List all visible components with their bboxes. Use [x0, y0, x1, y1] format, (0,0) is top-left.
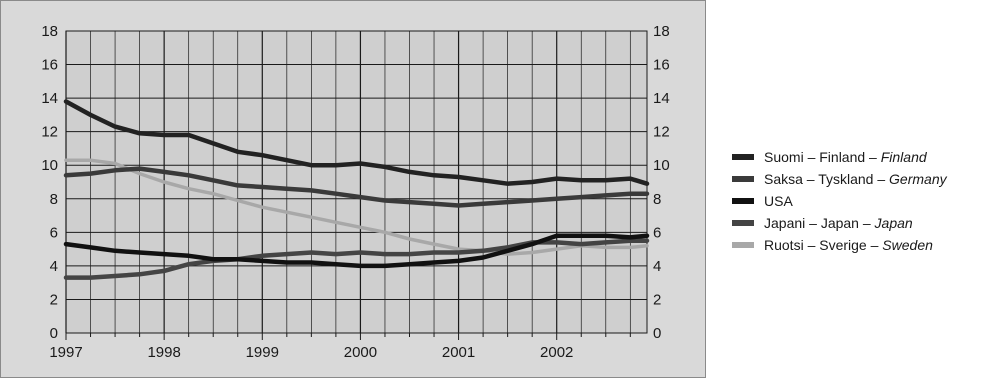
legend-item: USA [732, 190, 977, 212]
chart-frame: 0 0 2 2 4 4 6 6 8 8 10 10 12 12 14 14 16 16 18 18 1997 1998 19… [0, 0, 706, 378]
legend-swatch [732, 176, 754, 182]
y-tick-label-right: 12 [653, 124, 670, 141]
legend-label-italic: Germany [889, 171, 947, 187]
y-tick-label-left: 12 [41, 124, 58, 141]
grid-lines [65, 30, 647, 334]
legend-item: Ruotsi – Sverige – Sweden [732, 234, 977, 256]
axis-ticks: 0 0 2 2 4 4 6 6 8 8 10 10 12 12 14 14 16 16 18 18 1997 1998 19… [41, 23, 669, 361]
x-tick-label: 2000 [344, 344, 377, 361]
line-chart: 0 0 2 2 4 4 6 6 8 8 10 10 12 12 14 14 16 16 18 18 1997 1998 19… [41, 23, 669, 361]
series-line-2 [63, 233, 650, 269]
y-tick-label-left: 18 [41, 23, 58, 40]
legend-label: Saksa – Tyskland – [764, 171, 890, 187]
y-tick-label-left: 14 [41, 90, 58, 107]
x-tick-label: 2001 [442, 344, 475, 361]
legend-item: Saksa – Tyskland – Germany [732, 168, 977, 190]
legend-label: Suomi – Finland – [764, 149, 881, 165]
series-line-1 [63, 166, 650, 208]
x-tick-label: 2002 [540, 344, 573, 361]
y-tick-label-left: 16 [41, 57, 58, 74]
x-tick-label: 1998 [147, 344, 180, 361]
x-tick-label: 1999 [246, 344, 279, 361]
legend-label: Japani – Japan – [764, 215, 875, 231]
legend-item: Japani – Japan – Japan [732, 212, 977, 234]
legend-label-italic: Sweden [882, 237, 933, 253]
legend-item: Suomi – Finland – Finland [732, 146, 977, 168]
y-tick-label-right: 2 [653, 291, 661, 308]
y-tick-label-left: 4 [50, 258, 58, 275]
legend-label-italic: Finland [880, 149, 927, 165]
y-tick-label-right: 10 [653, 157, 670, 174]
series-line-0 [63, 99, 650, 186]
series-lines [63, 99, 650, 280]
legend-swatch [732, 198, 754, 204]
legend-label-italic: Japan [874, 215, 913, 231]
plot-area [65, 30, 648, 334]
y-tick-label-right: 0 [653, 325, 661, 342]
y-tick-label-left: 10 [41, 157, 58, 174]
y-tick-label-right: 4 [653, 258, 661, 275]
y-tick-label-left: 2 [50, 291, 58, 308]
legend-label: Ruotsi – Sverige – [764, 237, 883, 253]
legend-swatch [732, 220, 754, 226]
y-tick-label-left: 6 [50, 224, 58, 241]
y-tick-label-right: 8 [653, 191, 661, 208]
legend-swatch [732, 154, 754, 160]
legend: Suomi – Finland – Finland Saksa – Tysklan… [732, 146, 977, 256]
y-tick-label-right: 6 [653, 224, 661, 241]
legend-label: USA [764, 193, 793, 209]
series-line-4 [64, 158, 649, 256]
y-tick-label-left: 0 [50, 325, 58, 342]
series-line-3 [63, 238, 650, 280]
y-tick-label-right: 16 [653, 57, 670, 74]
legend-swatch [732, 242, 754, 248]
y-tick-label-right: 14 [653, 90, 670, 107]
y-tick-label-left: 8 [50, 191, 58, 208]
y-tick-label-right: 18 [653, 23, 670, 40]
x-tick-label: 1997 [49, 344, 82, 361]
